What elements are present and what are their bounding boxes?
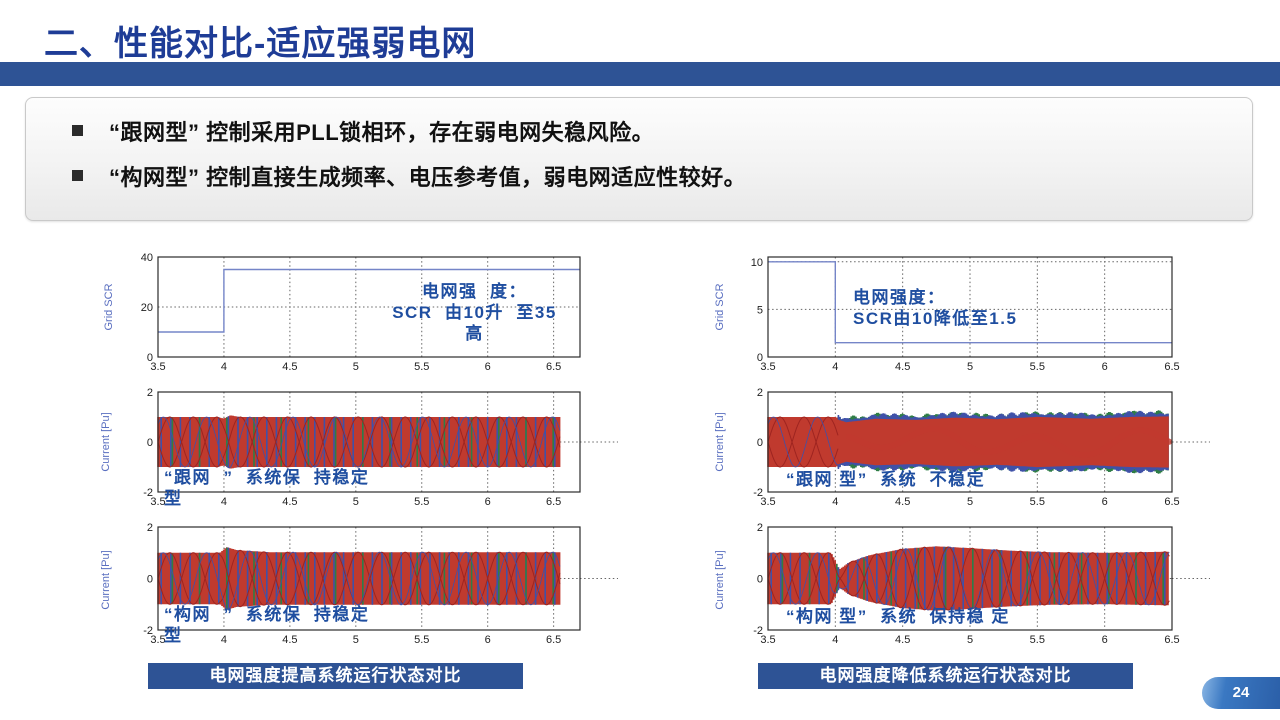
svg-text:0: 0	[147, 437, 153, 449]
y-axis-label: Current [Pu]	[714, 550, 726, 610]
svg-text:6.5: 6.5	[1164, 361, 1179, 373]
chart-annotation: “跟网 型” 系统 不稳定	[786, 470, 986, 489]
svg-text:4: 4	[832, 496, 838, 508]
y-axis-label: Grid SCR	[103, 283, 115, 331]
svg-text:3.5: 3.5	[760, 496, 775, 508]
svg-text:3.5: 3.5	[150, 634, 165, 646]
svg-text:5: 5	[757, 304, 763, 316]
bullet-square-icon	[72, 125, 83, 136]
svg-text:4.5: 4.5	[282, 634, 297, 646]
svg-text:0: 0	[757, 437, 763, 449]
bullet-text: “构网型” 控制直接生成频率、电压参考值，弱电网适应性较好。	[109, 165, 747, 190]
chart-gfl-current-weak: 3.5 4 4.5 5 5.5 6 6.5 -2 0 2	[753, 387, 1210, 508]
svg-text:6.5: 6.5	[546, 496, 561, 508]
svg-text:4: 4	[832, 361, 838, 373]
svg-text:5.5: 5.5	[1030, 634, 1045, 646]
svg-text:2: 2	[757, 522, 763, 534]
svg-text:6.5: 6.5	[1164, 496, 1179, 508]
svg-text:5: 5	[967, 496, 973, 508]
svg-text:5.5: 5.5	[1030, 496, 1045, 508]
svg-text:40: 40	[141, 252, 153, 264]
caption-bar-right: 电网强度降低系统运行状态对比	[758, 663, 1133, 689]
svg-text:10: 10	[751, 257, 763, 269]
y-axis-label: Current [Pu]	[100, 412, 112, 472]
y-axis-label: Current [Pu]	[714, 412, 726, 472]
bullet-item: “跟网型” 控制采用PLL锁相环，存在弱电网失稳风险。	[72, 115, 1252, 147]
svg-text:0: 0	[757, 574, 763, 586]
svg-text:3.5: 3.5	[760, 634, 775, 646]
bullet-text: “跟网型” 控制采用PLL锁相环，存在弱电网失稳风险。	[109, 120, 655, 145]
svg-text:-2: -2	[753, 487, 763, 499]
svg-text:-2: -2	[753, 625, 763, 637]
svg-text:6: 6	[485, 496, 491, 508]
chart-annotation: 电网强度： SCR由10降低至1.5	[853, 288, 1018, 328]
chart-gfm-current-strong: 3.5 4 4.5 5 5.5 6 6.5 -2 0 2	[143, 522, 618, 646]
svg-text:-2: -2	[143, 487, 153, 499]
svg-text:5.5: 5.5	[414, 361, 429, 373]
svg-text:6: 6	[1102, 361, 1108, 373]
svg-text:6.5: 6.5	[1164, 634, 1179, 646]
svg-text:3.5: 3.5	[150, 361, 165, 373]
summary-box: “跟网型” 控制采用PLL锁相环，存在弱电网失稳风险。 “构网型” 控制直接生成…	[25, 97, 1253, 221]
chart-grid-scr-increase: 3.5 4 4.5 5 5.5 6 6.5 0 20 40	[141, 252, 581, 373]
svg-text:6: 6	[1102, 496, 1108, 508]
svg-text:0: 0	[147, 574, 153, 586]
svg-text:3.5: 3.5	[760, 361, 775, 373]
svg-text:4: 4	[221, 496, 227, 508]
y-axis-label: Grid SCR	[714, 283, 726, 331]
svg-text:20: 20	[141, 302, 153, 314]
svg-text:6: 6	[485, 634, 491, 646]
svg-text:4: 4	[221, 634, 227, 646]
chart-grid-scr-decrease: 3.5 4 4.5 5 5.5 6 6.5 0 5 10	[751, 256, 1180, 373]
chart-gfl-current-strong: 3.5 4 4.5 5 5.5 6 6.5 -2 0 2	[143, 387, 618, 508]
svg-text:5: 5	[353, 361, 359, 373]
svg-text:4.5: 4.5	[282, 361, 297, 373]
chart-annotation: “构网 型” 系统 保持稳 定	[786, 607, 1010, 626]
svg-text:5: 5	[353, 634, 359, 646]
svg-text:4: 4	[832, 634, 838, 646]
svg-text:6.5: 6.5	[546, 634, 561, 646]
svg-text:5.5: 5.5	[414, 634, 429, 646]
svg-text:6: 6	[1102, 634, 1108, 646]
bullet-square-icon	[72, 170, 83, 181]
chart-annotation: “构网 ” 系统保 持稳定 型	[164, 605, 370, 645]
svg-text:5: 5	[353, 496, 359, 508]
chart-gfm-current-weak: 3.5 4 4.5 5 5.5 6 6.5 -2 0 2	[753, 522, 1210, 646]
svg-text:4: 4	[221, 361, 227, 373]
svg-text:4.5: 4.5	[282, 496, 297, 508]
svg-text:4.5: 4.5	[895, 361, 910, 373]
caption-bar-left: 电网强度提高系统运行状态对比	[148, 663, 523, 689]
svg-text:6: 6	[485, 361, 491, 373]
chart-annotation: “跟网 ” 系统保 持稳定 型	[164, 468, 370, 508]
svg-text:2: 2	[147, 387, 153, 399]
svg-text:-2: -2	[143, 625, 153, 637]
y-axis-label: Current [Pu]	[100, 550, 112, 610]
svg-text:4.5: 4.5	[895, 496, 910, 508]
svg-text:5: 5	[967, 634, 973, 646]
svg-text:3.5: 3.5	[150, 496, 165, 508]
page-number-badge: 24	[1202, 677, 1280, 709]
bullet-item: “构网型” 控制直接生成频率、电压参考值，弱电网适应性较好。	[72, 160, 1252, 192]
title-underline-bar	[0, 62, 1280, 86]
svg-text:5.5: 5.5	[414, 496, 429, 508]
svg-text:6.5: 6.5	[546, 361, 561, 373]
svg-text:5.5: 5.5	[1030, 361, 1045, 373]
svg-text:2: 2	[757, 387, 763, 399]
svg-text:5: 5	[967, 361, 973, 373]
svg-text:2: 2	[147, 522, 153, 534]
page-title: 二、性能对比-适应强弱电网	[44, 25, 477, 63]
svg-text:0: 0	[757, 352, 763, 364]
chart-annotation: 电网强 度： SCR 由10升 至35 高	[392, 282, 557, 343]
svg-text:4.5: 4.5	[895, 634, 910, 646]
svg-text:0: 0	[147, 352, 153, 364]
